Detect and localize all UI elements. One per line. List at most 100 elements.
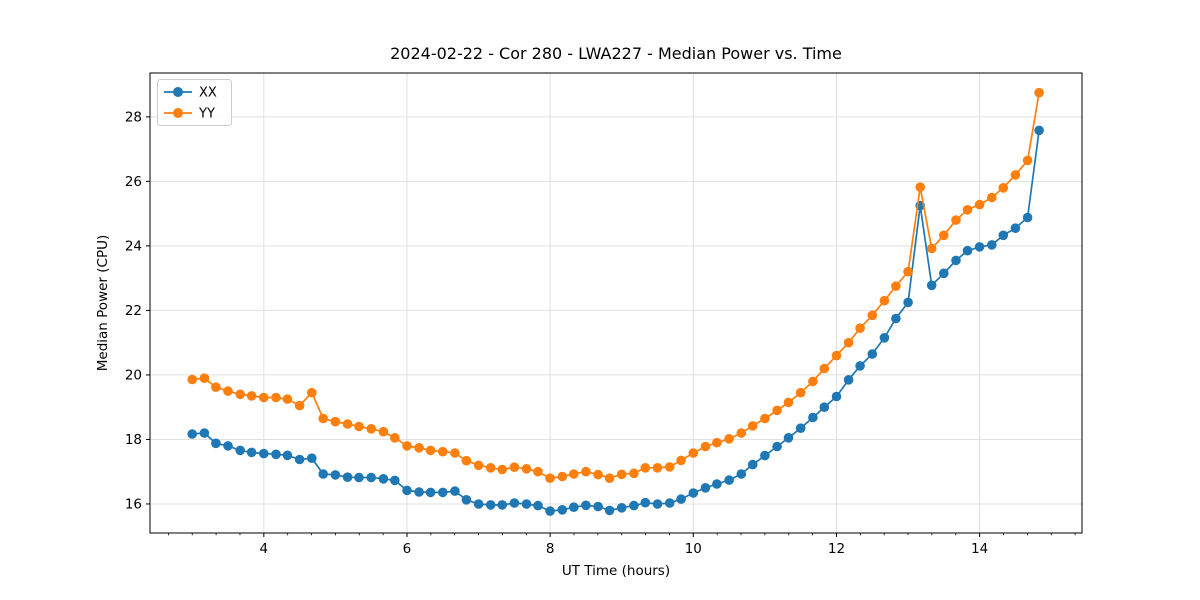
data-point (974, 199, 985, 210)
data-point (676, 455, 686, 466)
data-point (879, 295, 890, 306)
legend-marker-icon (173, 108, 183, 118)
y-axis-label: Median Power (CPU) (95, 235, 111, 371)
data-point (294, 454, 305, 465)
data-point (1022, 212, 1033, 223)
data-point (307, 453, 317, 464)
data-point (831, 350, 842, 361)
data-point (867, 310, 878, 321)
data-point (521, 499, 532, 509)
data-point (819, 363, 830, 374)
data-point (378, 474, 389, 484)
data-point (808, 412, 818, 423)
data-point (282, 394, 293, 404)
data-point (318, 413, 329, 424)
data-point (390, 475, 400, 486)
data-point (747, 421, 758, 431)
data-point (951, 215, 961, 225)
data-point (282, 450, 293, 461)
y-tick-label: 28 (125, 109, 142, 125)
data-point (772, 405, 782, 416)
data-point (438, 487, 448, 498)
data-point (879, 333, 890, 343)
data-point (640, 497, 651, 508)
data-point (998, 230, 1009, 241)
x-tick-label: 12 (828, 541, 845, 557)
data-point (533, 466, 543, 477)
data-point (246, 447, 257, 458)
data-point (354, 421, 364, 432)
data-point (461, 455, 472, 466)
legend-label-xx: XX (199, 86, 217, 101)
data-point (211, 438, 221, 449)
data-point (581, 500, 591, 511)
data-point (211, 382, 221, 393)
data-point (676, 494, 686, 504)
data-point (402, 441, 412, 451)
legend-item-yy: YY (164, 107, 215, 122)
data-point (724, 475, 734, 485)
x-axis-label: UT Time (hours) (562, 563, 670, 579)
data-point (366, 472, 377, 483)
grid-lines (150, 73, 1082, 533)
data-point (760, 413, 770, 424)
data-point (271, 392, 281, 403)
data-point (485, 500, 496, 510)
data-point (450, 448, 460, 458)
y-tick-label: 22 (125, 303, 142, 319)
data-point (795, 423, 806, 434)
data-point (545, 506, 555, 516)
data-point (664, 462, 675, 472)
data-point (473, 499, 484, 509)
data-point (903, 297, 913, 308)
data-point (1034, 125, 1044, 136)
data-point (736, 428, 747, 438)
legend: XX YY (157, 79, 232, 126)
data-point (414, 487, 424, 497)
data-point (450, 486, 460, 496)
data-point (569, 469, 579, 479)
x-tick-label: 4 (260, 541, 269, 557)
y-tick-label: 18 (125, 432, 142, 448)
data-point (318, 469, 329, 479)
data-point (629, 468, 639, 479)
data-point (581, 466, 591, 477)
legend-box (157, 79, 232, 126)
data-point (1010, 223, 1021, 233)
data-point (712, 479, 722, 489)
data-point (485, 463, 496, 473)
data-point (557, 505, 568, 515)
x-tick-label: 6 (403, 541, 412, 557)
data-point (199, 373, 210, 384)
data-point (891, 313, 901, 324)
data-point (616, 503, 627, 513)
data-point (736, 469, 747, 479)
data-point (688, 448, 699, 458)
series-xx-line (192, 130, 1040, 512)
data-point (616, 469, 627, 480)
data-point (652, 499, 663, 509)
data-point (259, 448, 269, 459)
data-point (223, 441, 233, 451)
data-point (521, 464, 532, 474)
data-point (795, 387, 806, 398)
data-point (783, 433, 794, 443)
data-point (831, 391, 842, 402)
data-point (509, 462, 520, 473)
data-point (509, 498, 520, 508)
data-point (1034, 87, 1044, 98)
legend-label-yy: YY (198, 107, 215, 122)
data-point (354, 472, 364, 483)
data-point (497, 500, 508, 510)
data-point (342, 419, 353, 429)
data-point (855, 323, 865, 334)
data-point (700, 483, 711, 493)
data-point (1010, 170, 1021, 180)
data-point (855, 361, 865, 371)
data-point (604, 473, 615, 484)
data-point (330, 470, 341, 480)
data-point (307, 387, 317, 398)
data-point (533, 500, 543, 511)
data-point (712, 437, 722, 448)
data-point (760, 450, 770, 461)
